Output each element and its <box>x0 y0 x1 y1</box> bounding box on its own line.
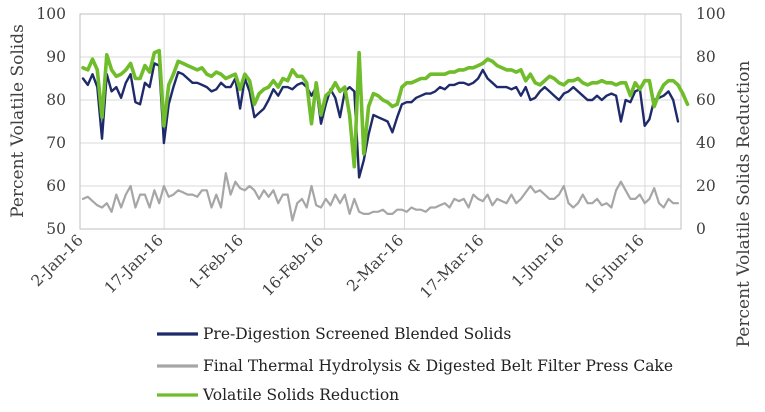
x-tick-label: 16-Jun-16 <box>581 231 648 298</box>
series-line-3 <box>81 48 690 169</box>
x-tick-label: 17-Jan-16 <box>101 231 167 297</box>
right-axis-title: Percent Volatile Solids Reduction <box>734 61 754 348</box>
y-tick-label: 60 <box>46 177 66 195</box>
series-line-1 <box>81 62 680 179</box>
y-tick-label: 100 <box>36 5 66 23</box>
x-tick-label: 16-Feb-16 <box>259 231 328 300</box>
legend: Pre-Digestion Screened Blended Solids Fin… <box>157 325 673 404</box>
y-tick-label: 50 <box>46 220 66 238</box>
left-axis-title: Percent Volatile Solids <box>8 24 28 218</box>
y2-tick-label: 100 <box>696 5 726 23</box>
x-tick-label: 2-Mar-16 <box>343 231 407 295</box>
x-tick-label: 2-Jan-16 <box>28 231 87 290</box>
series-lines <box>81 48 690 222</box>
y2-tick-label: 40 <box>696 134 716 152</box>
y-tick-label: 80 <box>46 91 66 109</box>
y-tick-label: 70 <box>46 134 66 152</box>
x-tick-label: 17-Mar-16 <box>416 231 487 302</box>
left-axis-ticks: 50 60 70 80 90 100 <box>36 5 66 238</box>
y2-tick-label: 60 <box>696 91 716 109</box>
legend-label: Pre-Digestion Screened Blended Solids <box>203 325 511 343</box>
y2-tick-label: 0 <box>696 220 706 238</box>
plot-frame <box>79 13 682 230</box>
legend-label: Volatile Solids Reduction <box>202 386 399 404</box>
x-axis-ticks: 2-Jan-16 17-Jan-16 1-Feb-16 16-Feb-16 2-Mar-… <box>28 231 648 302</box>
x-tick-label: 1-Feb-16 <box>186 231 248 293</box>
series-line-2 <box>81 172 680 222</box>
legend-label: Final Thermal Hydrolysis & Digested Belt… <box>203 357 673 375</box>
y2-tick-label: 20 <box>696 177 716 195</box>
y2-tick-label: 80 <box>696 48 716 66</box>
right-axis-ticks: 0 20 40 60 80 100 <box>696 5 726 238</box>
x-tick-label: 1-Jun-16 <box>508 231 568 291</box>
y-tick-label: 90 <box>46 48 66 66</box>
